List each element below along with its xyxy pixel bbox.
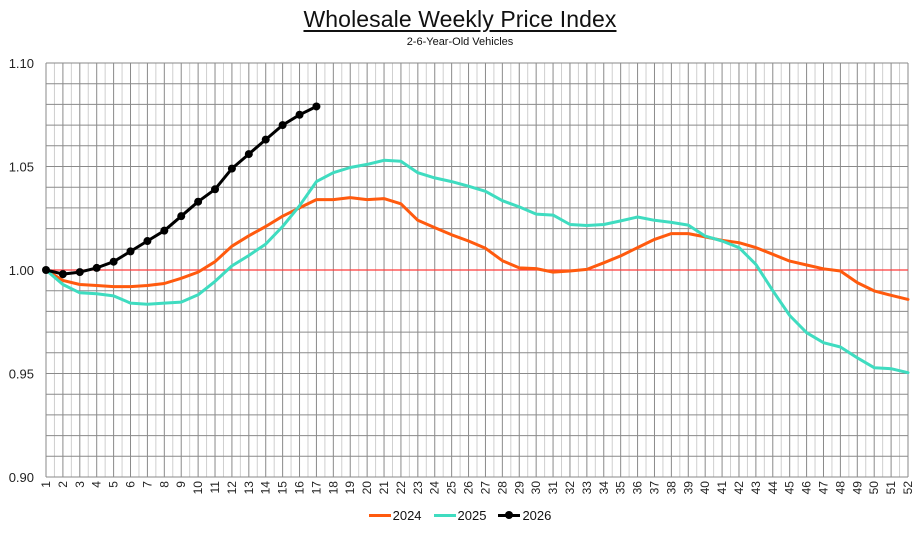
legend-item-2024: 2024 [368,508,422,523]
x-tick-label: 35 [614,481,628,495]
data-point [211,185,220,194]
legend-label-2025: 2025 [457,508,487,523]
x-tick-label: 18 [326,481,340,495]
x-tick-label: 19 [343,481,357,495]
x-tick-label: 25 [445,481,459,495]
x-tick-label: 51 [884,481,898,495]
legend-label-2026: 2026 [522,508,552,523]
x-tick-label: 20 [360,481,374,495]
data-point [261,135,270,144]
data-point [92,263,101,272]
series-2024 [44,196,910,301]
chart-subtitle: 2-6-Year-Old Vehicles [406,36,514,48]
legend-swatch-2026 [498,511,521,519]
x-tick-label: 6 [124,481,138,488]
data-point [244,150,253,159]
data-point [143,237,152,246]
data-point [227,164,236,173]
x-tick-label: 37 [647,481,661,495]
x-tick-label: 27 [478,481,492,495]
legend-item-2025: 2025 [433,508,487,523]
x-tick-label: 10 [191,481,205,495]
x-tick-label: 2 [56,481,70,488]
data-point [75,268,84,277]
x-tick-label: 30 [529,481,543,495]
x-tick-label: 17 [309,481,323,495]
series-2025 [44,158,910,375]
x-tick-label: 39 [681,481,695,495]
y-tick-label: 1.05 [9,160,34,175]
x-tick-label: 1 [39,481,53,488]
x-tick-label: 15 [276,481,290,495]
legend-label-2024: 2024 [392,508,422,523]
x-tick-label: 16 [293,481,307,495]
x-tick-label: 42 [732,481,746,495]
x-tick-label: 13 [242,481,256,495]
legend-swatch-2025 [433,514,456,517]
x-tick-label: 36 [631,481,645,495]
data-point [160,226,169,235]
x-tick-label: 8 [157,481,171,488]
y-tick-label: 0.95 [9,367,34,382]
data-point [177,212,186,221]
x-tick-label: 44 [766,481,780,495]
x-tick-label: 11 [208,481,222,494]
x-tick-label: 14 [259,481,273,495]
x-tick-label: 23 [411,481,425,495]
x-tick-label: 41 [715,481,729,495]
x-tick-label: 34 [597,481,611,495]
legend-item-2026: 2026 [498,508,551,523]
data-point [126,247,135,256]
y-tick-label: 0.90 [9,470,34,485]
data-point [278,121,287,130]
x-tick-label: 26 [462,481,476,495]
x-tick-label: 4 [90,481,104,488]
data-point [295,110,304,119]
x-tick-label: 48 [833,481,847,495]
x-tick-label: 47 [816,481,830,495]
y-axis: 0.90 0.95 1.00 1.05 1.10 [9,56,34,485]
series-2026 [42,102,321,279]
x-tick-label: 43 [749,481,763,495]
x-tick-label: 45 [783,481,797,495]
x-tick-label: 50 [867,481,881,495]
x-tick-label: 12 [225,481,239,495]
x-tick-label: 3 [73,481,87,488]
x-tick-label: 5 [107,481,121,488]
marker-dot-icon [505,511,514,519]
data-point [58,270,67,279]
x-tick-label: 9 [174,481,188,488]
x-tick-label: 29 [512,481,526,495]
x-tick-label: 40 [698,481,712,495]
data-point [109,257,118,266]
x-tick-label: 32 [563,481,577,495]
chart-title: Wholesale Weekly Price Index [303,6,617,32]
x-tick-label: 31 [546,481,560,495]
y-tick-label: 1.10 [9,56,34,71]
data-point [42,266,50,274]
x-tick-label: 22 [394,481,408,495]
x-tick-label: 24 [428,481,442,495]
x-tick-label: 46 [800,481,814,495]
x-tick-label: 52 [901,481,915,495]
y-tick-label: 1.00 [9,263,34,278]
data-point [194,197,203,206]
x-tick-label: 49 [850,481,864,495]
chart-series [42,102,910,375]
x-tick-label: 7 [140,481,154,488]
x-tick-label: 21 [377,481,391,495]
chart-legend: 2024 2025 2026 [0,508,920,523]
x-tick-label: 28 [495,481,509,495]
data-point [312,102,321,111]
legend-swatch-2024 [368,514,391,517]
x-tick-label: 38 [664,481,678,495]
x-tick-label: 33 [580,481,594,495]
x-axis: 1 2 3 4 5 6 7 8 9 10 11 12 13 14 15 16 17 18 19 20 21 22 23 24 2… [39,481,915,495]
